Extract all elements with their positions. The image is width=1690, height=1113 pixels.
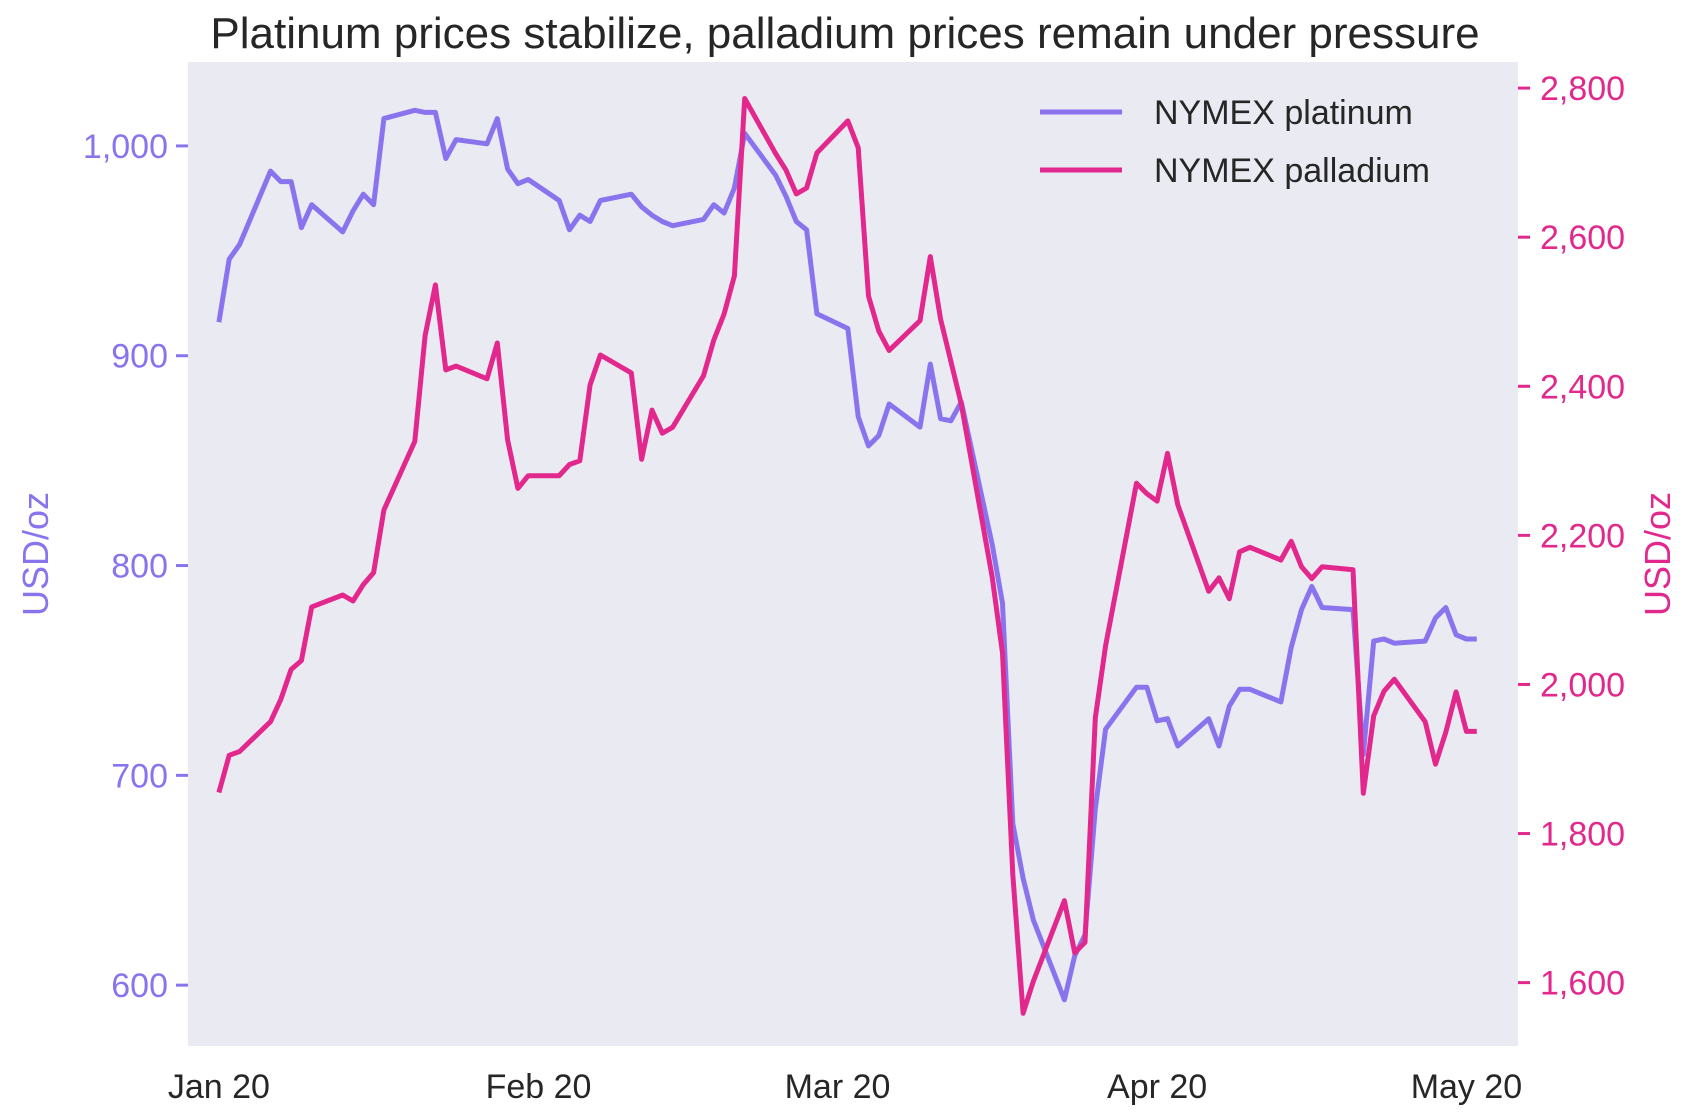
y-left-tick-label: 1,000 [83,128,168,166]
x-tick-label: May 20 [1411,1068,1523,1106]
y-axis-right-label: USD/oz [1637,492,1678,616]
legend-label-platinum: NYMEX platinum [1154,94,1413,132]
y-right-tick-label: 2,200 [1540,517,1625,555]
y-left-tick-label: 900 [111,338,168,376]
y-axis-left-label: USD/oz [15,492,56,616]
y-right-tick-label: 1,800 [1540,816,1625,854]
ticks-layer: 600 700 800 900 1,000 1,600 1,800 2,000 2,200 2,4… [83,70,1625,1106]
y-left-tick-label: 700 [111,757,168,795]
y-left-tick-label: 600 [111,967,168,1005]
series-layer [216,96,1477,1016]
y-right-tick-label: 2,000 [1540,666,1625,704]
y-right-tick-label: 2,400 [1540,368,1625,406]
x-tick-label: Jan 20 [168,1068,270,1106]
legend-label-palladium: NYMEX palladium [1154,152,1430,190]
legend: NYMEX platinum NYMEX palladium [1040,94,1430,190]
plot-area [188,62,1518,1046]
y-right-tick-label: 1,600 [1540,965,1625,1003]
x-tick-label: Mar 20 [785,1068,891,1106]
y-left-tick-label: 800 [111,548,168,586]
y-right-tick-label: 2,600 [1540,219,1625,257]
chart-title: Platinum prices stabilize, palladium pri… [210,9,1479,58]
series-line-platinum [216,107,1477,1003]
x-tick-label: Feb 20 [486,1068,592,1106]
x-tick-label: Apr 20 [1107,1068,1207,1106]
series-line-palladium [216,96,1477,1016]
y-right-tick-label: 2,800 [1540,70,1625,108]
